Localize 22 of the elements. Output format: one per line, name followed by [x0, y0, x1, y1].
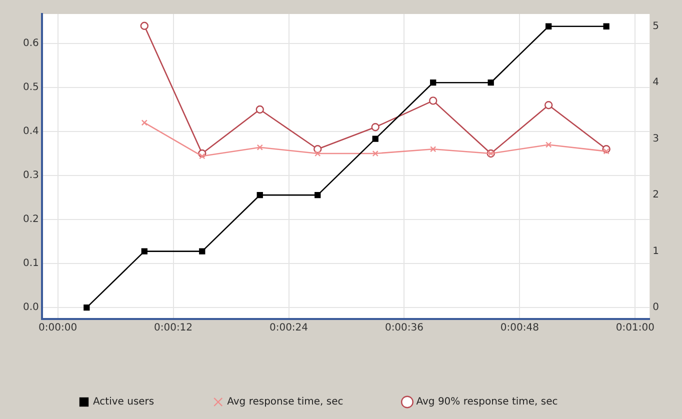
- legend-label: Avg 90% response time, sec: [416, 396, 558, 408]
- y2-tick-label: 0: [652, 302, 660, 314]
- x-tick-label: 0:00:48: [500, 322, 539, 334]
- y-tick-label: 0.2: [22, 214, 39, 226]
- y-tick-label: 0.1: [22, 258, 39, 270]
- y2-tick-label: 2: [652, 190, 660, 201]
- legend-label: Active users: [93, 396, 154, 408]
- x-tick-label: 0:00:36: [384, 322, 424, 334]
- x-tick-label: 0:01:00: [616, 322, 654, 334]
- x-tick-label: 0:00:00: [38, 322, 78, 334]
- y-tick-label: 0.5: [22, 82, 39, 94]
- x-tick-label: 0:00:24: [269, 322, 308, 334]
- y2-tick-label: 3: [652, 133, 660, 144]
- y-tick-label: 0.3: [22, 170, 39, 182]
- y2-tick-label: 1: [652, 246, 660, 257]
- legend-label: Avg response time, sec: [227, 396, 344, 408]
- y2-tick-label: 4: [652, 77, 660, 88]
- y-tick-label: 0.0: [22, 302, 39, 314]
- y-tick-label: 0.6: [22, 38, 39, 50]
- y2-tick-label: 5: [652, 20, 660, 32]
- x-tick-label: 0:00:12: [154, 322, 193, 334]
- y-tick-label: 0.4: [22, 126, 39, 138]
